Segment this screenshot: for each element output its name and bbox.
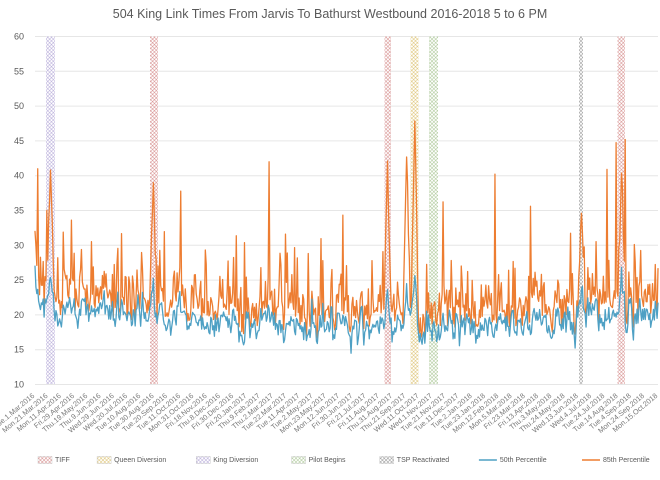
svg-text:TIFF: TIFF (55, 457, 70, 464)
svg-text:60: 60 (14, 32, 24, 42)
svg-text:Pilot Begins: Pilot Begins (309, 457, 346, 464)
svg-text:40: 40 (14, 171, 24, 181)
svg-text:50: 50 (14, 101, 24, 111)
svg-text:10: 10 (14, 380, 24, 390)
svg-text:35: 35 (14, 206, 24, 216)
svg-text:30: 30 (14, 240, 24, 250)
svg-text:15: 15 (14, 345, 24, 355)
svg-text:Queen Diversion: Queen Diversion (114, 457, 166, 464)
svg-text:50th Percentile: 50th Percentile (500, 457, 547, 464)
svg-text:45: 45 (14, 136, 24, 146)
svg-text:20: 20 (14, 310, 24, 320)
svg-text:TSP Reactivated: TSP Reactivated (397, 457, 450, 464)
svg-text:25: 25 (14, 275, 24, 285)
svg-text:55: 55 (14, 66, 24, 76)
svg-text:King Diversion: King Diversion (213, 457, 258, 464)
svg-text:85th Percentile: 85th Percentile (603, 457, 650, 464)
